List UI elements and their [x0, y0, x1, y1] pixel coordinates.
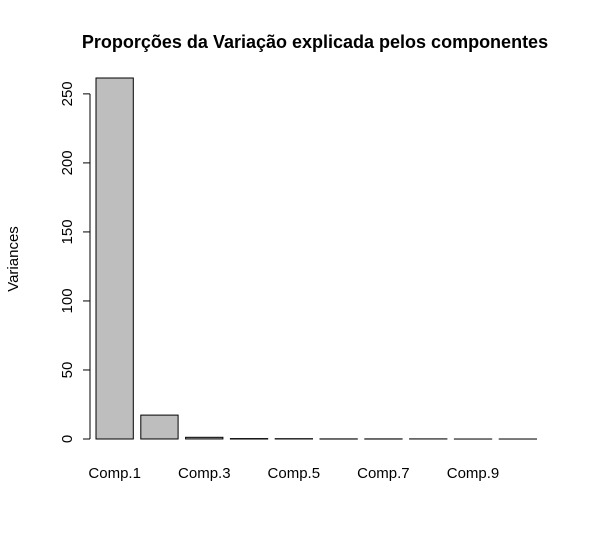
y-tick-label: 100	[59, 288, 76, 313]
bar-comp-3	[186, 437, 223, 439]
x-tick-label: Comp.3	[178, 465, 231, 482]
bar-comp-2	[141, 415, 178, 439]
y-tick-label: 250	[59, 81, 76, 106]
y-tick-label: 200	[59, 150, 76, 175]
x-tick-label: Comp.5	[268, 465, 321, 482]
y-axis-label: Variances	[5, 226, 22, 292]
y-tick-label: 150	[59, 219, 76, 244]
y-tick-label: 0	[59, 435, 76, 443]
x-tick-label: Comp.9	[447, 465, 500, 482]
chart-title: Proporções da Variação explicada pelos c…	[82, 32, 548, 52]
x-tick-labels: Comp.1 Comp.3 Comp.5 Comp.7 Comp.9	[88, 465, 499, 482]
bars-group	[96, 78, 537, 439]
x-tick-label: Comp.1	[88, 465, 141, 482]
x-tick-label: Comp.7	[357, 465, 410, 482]
bar-comp-1	[96, 78, 133, 439]
y-axis: 0 50 100 150 200 250	[59, 81, 90, 443]
y-tick-label: 50	[59, 362, 76, 379]
